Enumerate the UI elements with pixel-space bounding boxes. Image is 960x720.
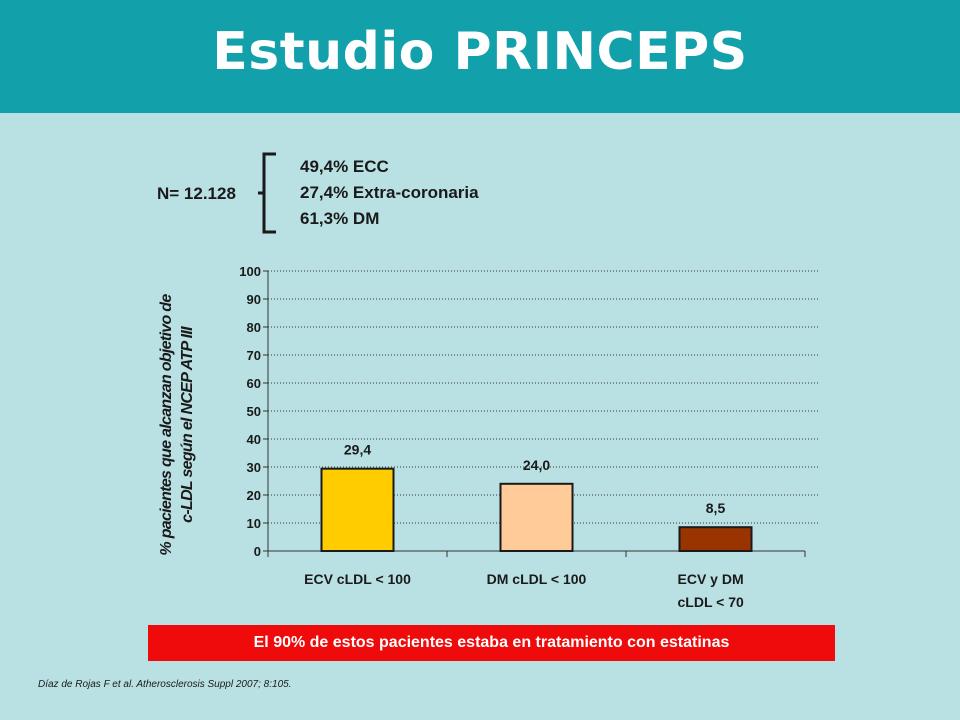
fact-extra-coronaria: 27,4% Extra-coronaria	[300, 183, 479, 202]
title-bar: Estudio PRINCEPS	[0, 0, 960, 113]
bar-value-label: 8,5	[706, 500, 726, 516]
y-tick-label: 90	[247, 292, 261, 307]
citation: Díaz de Rojas F et al. Atherosclerosis S…	[38, 679, 292, 690]
y-tick-label: 20	[247, 488, 261, 503]
y-tick-label: 100	[239, 264, 261, 279]
y-tick-label: 50	[247, 404, 261, 419]
y-tick-label: 80	[247, 320, 261, 335]
bracket-icon	[258, 152, 276, 234]
bar	[499, 482, 574, 552]
y-tick-label: 30	[247, 460, 261, 475]
y-tick-label: 70	[247, 348, 261, 363]
x-category-label: DM cLDL < 100	[487, 571, 587, 587]
fact-dm: 61,3% DM	[300, 209, 380, 228]
x-category-label: cLDL < 70	[678, 594, 744, 610]
slide-title: Estudio PRINCEPS	[212, 22, 748, 82]
statin-banner: El 90% de estos pacientes estaba en trat…	[148, 625, 835, 661]
x-category-label: ECV y DM	[678, 571, 744, 587]
x-category-label: ECV cLDL < 100	[304, 571, 411, 587]
y-tick-label: 10	[247, 516, 261, 531]
y-tick-label: 0	[254, 544, 261, 559]
y-tick-label: 40	[247, 432, 261, 447]
bar	[320, 467, 395, 552]
bar-value-label: 29,4	[344, 442, 371, 458]
y-tick-label: 60	[247, 376, 261, 391]
bar-value-label: 24,0	[523, 457, 550, 473]
bar	[678, 526, 753, 553]
population-facts: 49,4% ECC 27,4% Extra-coronaria 61,3% DM	[300, 156, 479, 234]
sample-size-label: N= 12.128	[157, 184, 236, 203]
fact-ecc: 49,4% ECC	[300, 157, 389, 176]
